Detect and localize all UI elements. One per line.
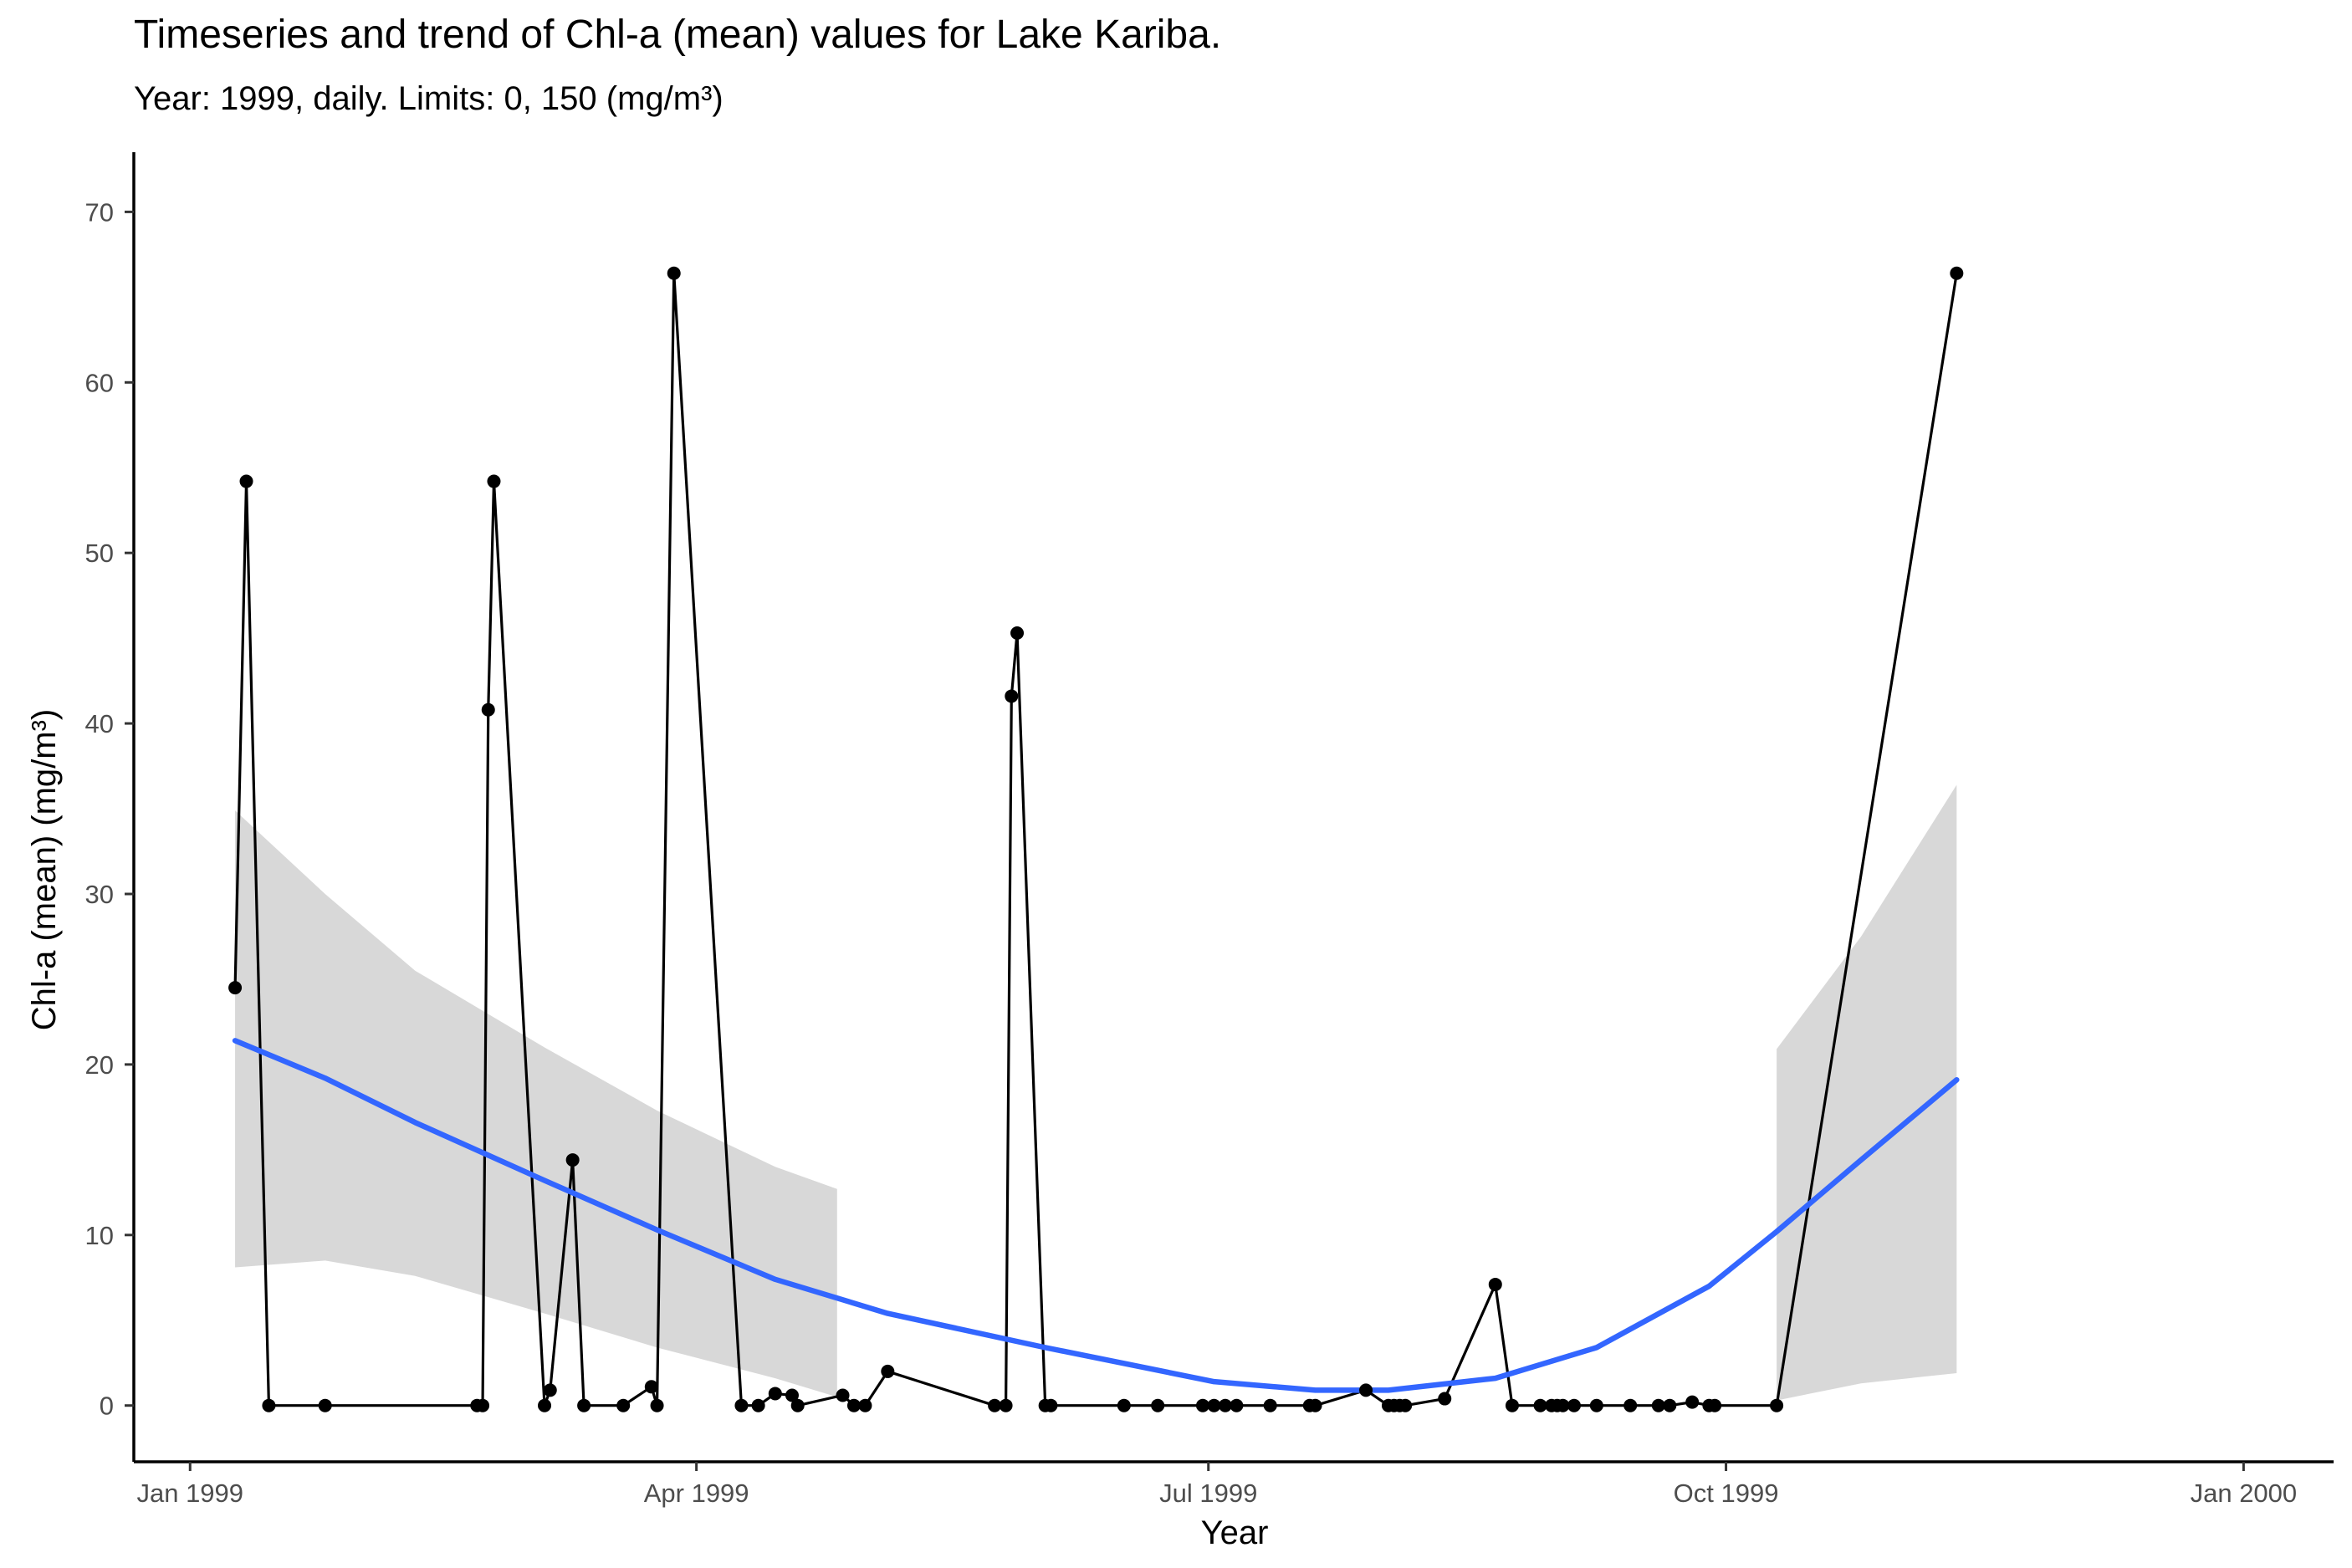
data-point-24 xyxy=(858,1398,872,1412)
data-point-8 xyxy=(487,474,501,488)
data-point-29 xyxy=(1010,626,1025,641)
data-point-26 xyxy=(988,1398,1002,1412)
data-point-62 xyxy=(1950,266,1964,280)
observation-points xyxy=(228,266,1964,1412)
data-point-57 xyxy=(1663,1398,1677,1412)
data-point-20 xyxy=(785,1388,799,1402)
data-point-38 xyxy=(1263,1398,1277,1412)
data-point-33 xyxy=(1151,1398,1165,1412)
data-point-2 xyxy=(239,474,253,488)
x-tick-label: Jan 1999 xyxy=(136,1479,243,1508)
data-point-60 xyxy=(1708,1398,1722,1412)
data-point-31 xyxy=(1044,1398,1058,1412)
data-point-58 xyxy=(1685,1395,1700,1409)
data-point-7 xyxy=(481,702,495,717)
data-point-14 xyxy=(644,1380,658,1394)
y-axis-title: Chl-a (mean) (mg/m³) xyxy=(26,709,63,1030)
trend-series-line xyxy=(232,1038,1960,1393)
confidence-band-1 xyxy=(235,810,837,1397)
confidence-bands xyxy=(235,784,1957,1401)
data-point-45 xyxy=(1398,1398,1413,1412)
chart-subtitle: Year: 1999, daily. Limits: 0, 150 (mg/m³… xyxy=(134,80,723,117)
data-point-17 xyxy=(734,1398,749,1412)
data-point-32 xyxy=(1117,1398,1131,1412)
data-point-3 xyxy=(262,1398,276,1412)
y-tick-label: 10 xyxy=(85,1221,114,1250)
data-point-25 xyxy=(881,1364,895,1378)
data-point-1 xyxy=(228,981,243,995)
data-point-11 xyxy=(565,1153,580,1167)
data-point-10 xyxy=(543,1383,557,1397)
data-point-52 xyxy=(1556,1398,1570,1412)
x-tick-label: Jan 2000 xyxy=(2191,1479,2298,1508)
data-point-41 xyxy=(1359,1383,1373,1397)
axes: 0 10 20 30 40 50 60 70 Jan 1999 Apr 1999 Jul 1999 O… xyxy=(85,152,2334,1508)
data-point-37 xyxy=(1230,1398,1244,1412)
data-point-13 xyxy=(616,1398,631,1412)
data-point-12 xyxy=(577,1398,591,1412)
data-point-16 xyxy=(667,266,681,280)
y-tick-label: 20 xyxy=(85,1050,114,1080)
data-point-19 xyxy=(768,1387,782,1401)
data-point-9 xyxy=(538,1398,552,1412)
y-tick-label: 60 xyxy=(85,368,114,397)
chart-title: Timeseries and trend of Chl-a (mean) val… xyxy=(134,13,1222,57)
x-tick-label: Oct 1999 xyxy=(1674,1479,1779,1508)
data-point-49 xyxy=(1533,1398,1547,1412)
data-point-46 xyxy=(1438,1392,1452,1406)
data-point-36 xyxy=(1218,1398,1232,1412)
trend-line xyxy=(232,1038,1960,1393)
data-point-47 xyxy=(1488,1277,1502,1291)
data-point-55 xyxy=(1623,1398,1638,1412)
data-point-54 xyxy=(1589,1398,1603,1412)
data-point-61 xyxy=(1770,1398,1784,1412)
data-point-21 xyxy=(790,1398,805,1412)
confidence-band-2 xyxy=(1777,784,1957,1401)
data-point-28 xyxy=(1005,689,1019,703)
x-tick-label: Jul 1999 xyxy=(1159,1479,1257,1508)
y-tick-label: 40 xyxy=(85,709,114,738)
x-axis-title: Year xyxy=(1201,1514,1269,1551)
data-point-18 xyxy=(751,1398,765,1412)
data-point-53 xyxy=(1567,1398,1581,1412)
x-tick-label: Apr 1999 xyxy=(644,1479,749,1508)
data-point-35 xyxy=(1207,1398,1221,1412)
y-tick-label: 0 xyxy=(100,1392,114,1421)
y-tick-label: 30 xyxy=(85,880,114,909)
data-point-48 xyxy=(1505,1398,1519,1412)
data-point-6 xyxy=(476,1398,490,1412)
data-point-34 xyxy=(1196,1398,1210,1412)
data-point-40 xyxy=(1308,1398,1322,1412)
y-tick-label: 70 xyxy=(85,197,114,227)
data-point-15 xyxy=(650,1398,664,1412)
data-point-22 xyxy=(836,1388,850,1402)
data-point-56 xyxy=(1651,1398,1665,1412)
data-point-23 xyxy=(846,1398,861,1412)
data-point-27 xyxy=(999,1398,1013,1412)
data-point-4 xyxy=(318,1398,332,1412)
y-tick-label: 50 xyxy=(85,539,114,568)
